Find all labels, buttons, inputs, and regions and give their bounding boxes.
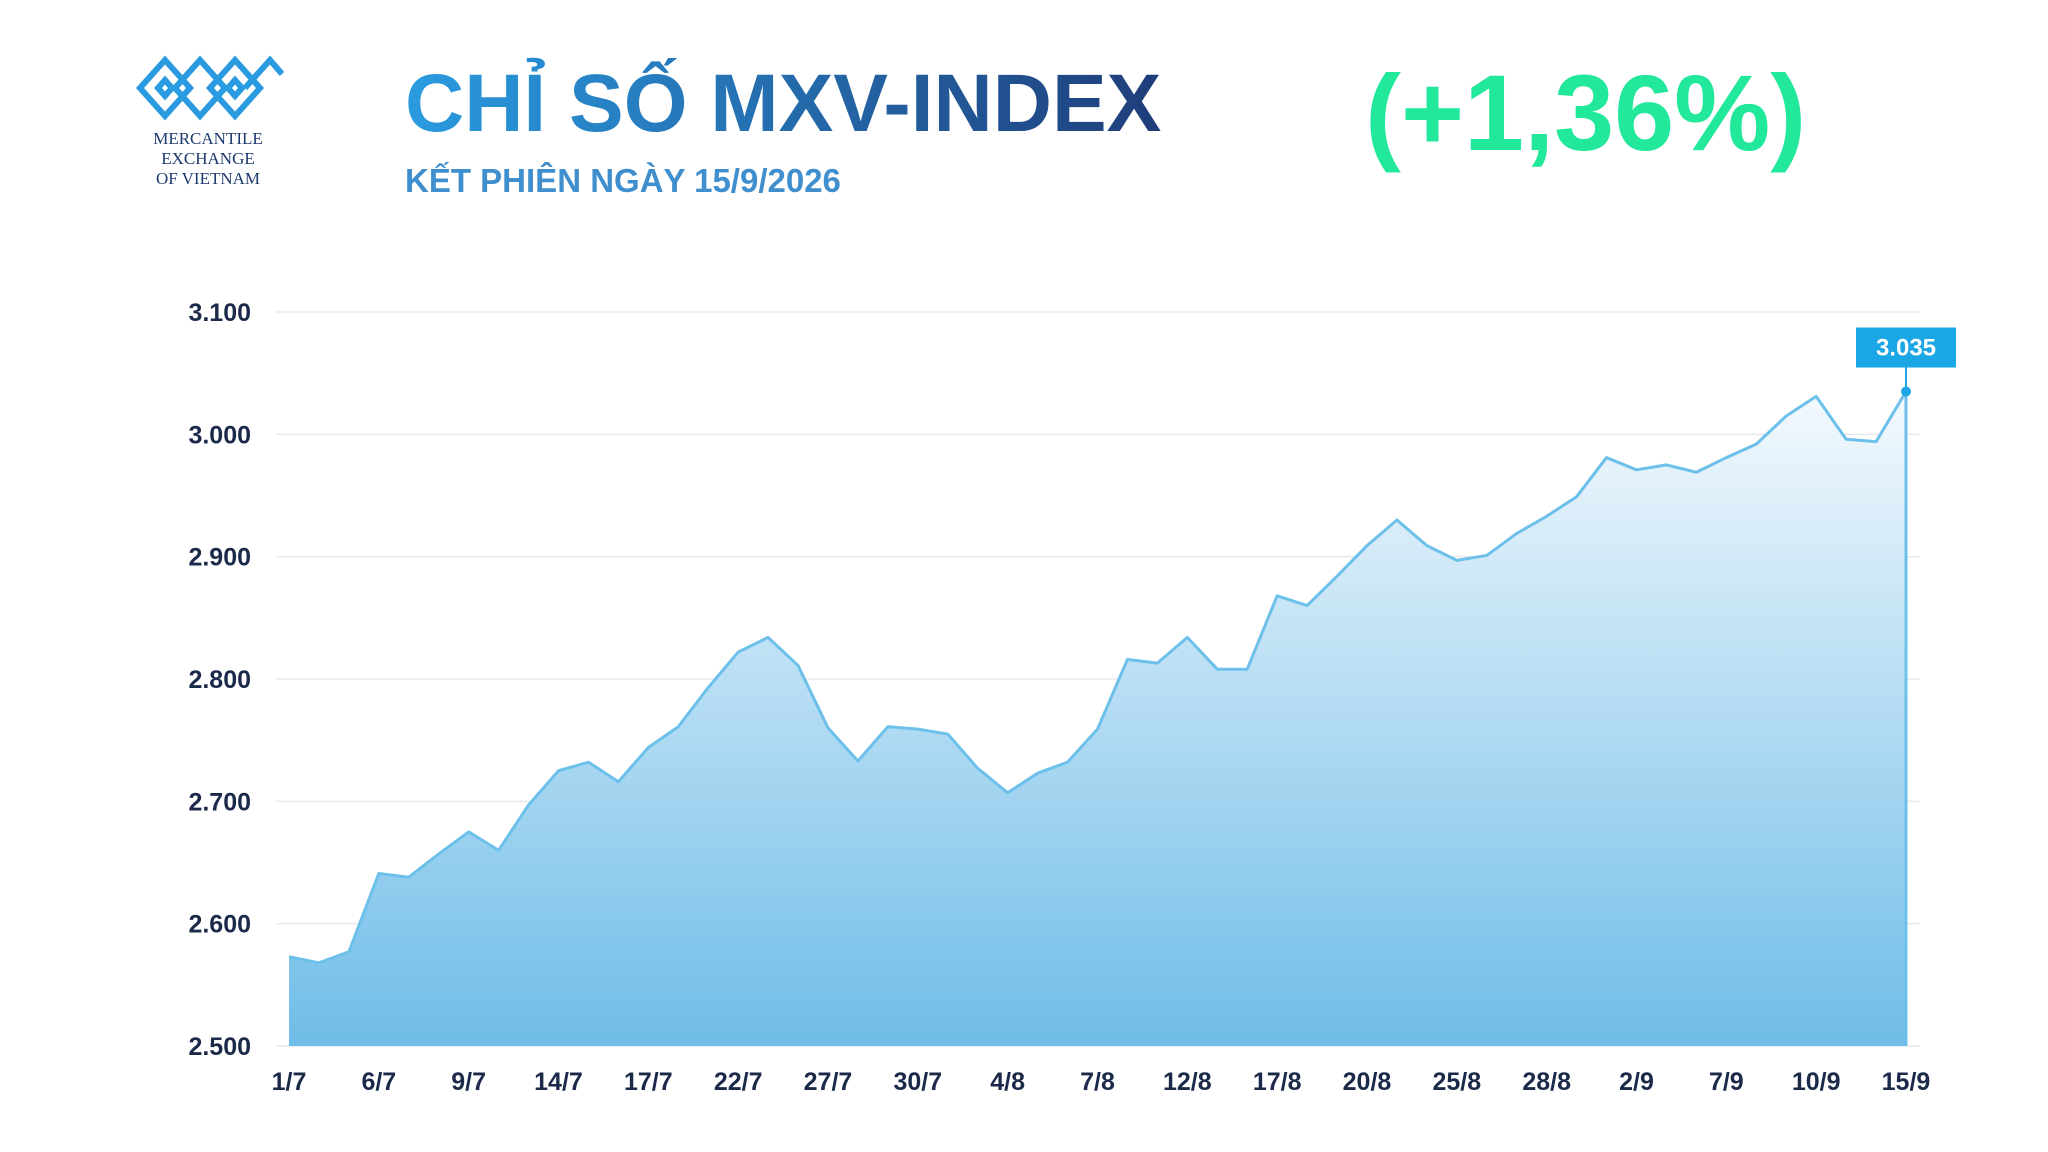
chart-title: CHỈ SỐ MXV-INDEX [405, 57, 1161, 149]
y-tick-label: 2.600 [188, 911, 251, 939]
logo-text: OF VIETNAM [156, 169, 260, 188]
logo-text: MERCANTILE [153, 129, 263, 148]
area [289, 391, 1906, 1046]
x-tick-label: 28/8 [1522, 1068, 1571, 1096]
x-tick-label: 30/7 [893, 1068, 942, 1096]
x-tick-label: 10/9 [1792, 1068, 1841, 1096]
x-tick-label: 7/8 [1080, 1068, 1115, 1096]
x-tick-label: 4/8 [990, 1068, 1025, 1096]
y-tick-label: 2.800 [188, 666, 251, 694]
x-tick-label: 7/9 [1709, 1068, 1744, 1096]
logo [135, 55, 285, 121]
x-tick-label: 20/8 [1343, 1068, 1392, 1096]
subtitle: KẾT PHIÊN NGÀY 15/9/2026 [405, 162, 841, 199]
x-tick-label: 17/7 [624, 1068, 673, 1096]
y-tick-label: 2.700 [188, 788, 251, 816]
x-tick-label: 9/7 [451, 1068, 486, 1096]
x-tick-label: 12/8 [1163, 1068, 1212, 1096]
x-tick-label: 2/9 [1619, 1068, 1654, 1096]
x-tick-label: 27/7 [804, 1068, 853, 1096]
line [288, 390, 1908, 965]
y-tick-label: 2.900 [188, 544, 251, 572]
y-tick-label: 3.000 [188, 421, 251, 449]
change: (+1,36%) [1365, 52, 1806, 173]
y-tick-label: 3.100 [188, 299, 251, 327]
value-label: 3.035 [1876, 335, 1936, 362]
x-tick-label: 22/7 [714, 1068, 763, 1096]
x-tick-label: 6/7 [361, 1068, 396, 1096]
value-label-box [1856, 327, 1956, 368]
x-tick-label: 14/7 [534, 1068, 583, 1096]
x-tick-label: 17/8 [1253, 1068, 1302, 1096]
x-tick-label: 25/8 [1432, 1068, 1481, 1096]
x-tick-label: 1/7 [272, 1068, 307, 1096]
logo-text: EXCHANGE [161, 149, 255, 168]
y-tick-label: 2.500 [188, 1033, 251, 1061]
x-tick-label: 15/9 [1882, 1068, 1931, 1096]
